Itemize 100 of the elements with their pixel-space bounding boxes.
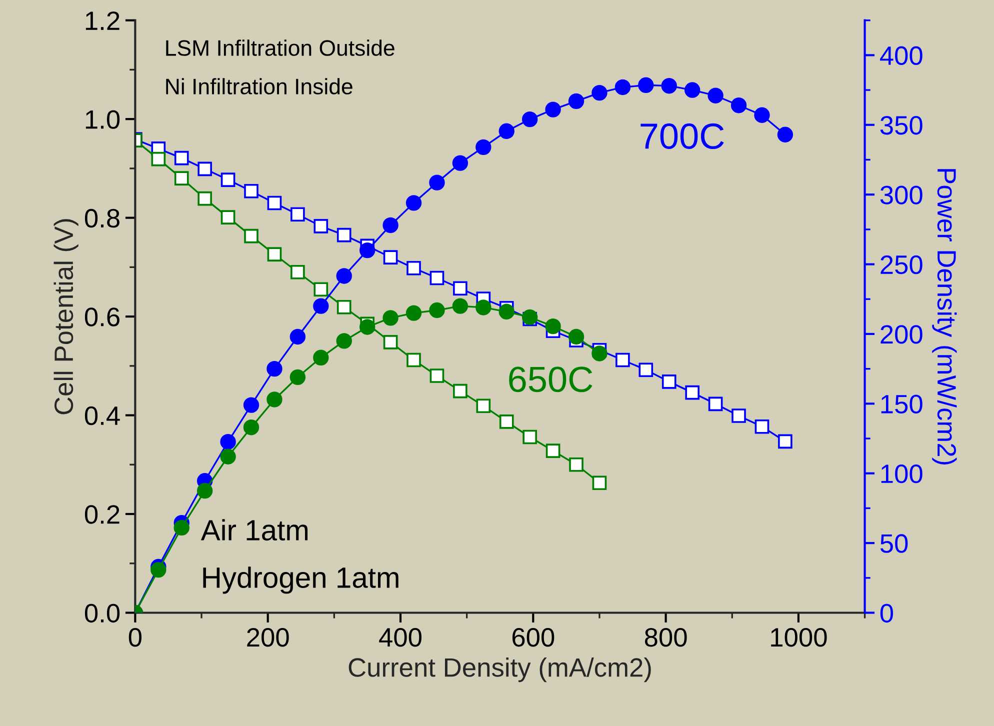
point [313, 298, 329, 314]
point [429, 174, 445, 190]
point [429, 302, 445, 318]
y-tick-label: 0.2 [84, 505, 120, 524]
point [151, 152, 166, 166]
y-tick-label: 1.2 [86, 11, 120, 30]
point [359, 242, 376, 258]
point [476, 398, 491, 414]
point [499, 414, 514, 429]
point [708, 396, 723, 412]
point [685, 385, 700, 400]
y-tick-label: 0.4 [84, 406, 120, 426]
point [406, 261, 421, 276]
annotation: LSM Infiltration Outside [166, 40, 394, 56]
point [267, 196, 282, 210]
x-tick-label: 200 [247, 628, 289, 647]
y-tick-label: 0.8 [84, 208, 120, 228]
point [661, 78, 677, 94]
annotation: Ni Infiltration Inside [166, 78, 352, 94]
point [732, 408, 746, 423]
x-tick-label: 600 [512, 628, 554, 647]
point [383, 335, 398, 350]
series-label: 650C [509, 366, 592, 392]
point [198, 191, 212, 206]
point [243, 420, 260, 436]
x-axis-title: Current Density (mA/cm2) [348, 657, 651, 682]
point [336, 228, 352, 242]
y2-tick-label: 350 [880, 116, 922, 135]
point [522, 430, 537, 444]
point [708, 88, 724, 104]
point [290, 369, 306, 386]
y2-tick-label: 400 [880, 46, 922, 65]
point [220, 172, 236, 187]
point [406, 305, 422, 321]
y-tick-label: 0.6 [84, 308, 120, 326]
point [498, 304, 514, 320]
y2-tick-label: 0 [880, 604, 894, 623]
point [592, 346, 608, 362]
point [290, 207, 305, 222]
x-tick-label: 800 [644, 628, 687, 647]
point [290, 264, 305, 280]
point [406, 195, 422, 211]
point [453, 281, 468, 296]
y-tick-label: 0.0 [84, 604, 120, 623]
point [730, 98, 747, 114]
point [616, 352, 630, 368]
point [522, 111, 538, 128]
y2-axis-title: Power Density (mW/cm2) [932, 169, 957, 464]
point [638, 77, 654, 93]
point [336, 300, 352, 314]
point [684, 82, 700, 98]
x-tick-label: 400 [379, 628, 422, 647]
y-tick-label: 1.0 [86, 110, 120, 129]
point [220, 210, 236, 224]
point [452, 298, 468, 314]
point [662, 374, 676, 389]
point [243, 397, 260, 413]
point [359, 319, 376, 335]
point [220, 434, 236, 450]
point [568, 93, 584, 110]
y2-tick-label: 200 [880, 325, 922, 344]
point [476, 139, 492, 156]
point [546, 444, 560, 458]
point [777, 126, 794, 142]
point [778, 434, 792, 449]
y2-tick-label: 100 [881, 464, 922, 484]
point [220, 448, 236, 464]
point [383, 250, 398, 264]
point [174, 171, 189, 186]
point [638, 362, 654, 378]
point [266, 360, 282, 377]
point [244, 184, 258, 198]
x-tick-label: 0 [128, 628, 142, 647]
point [754, 419, 770, 434]
point [174, 520, 190, 536]
point [452, 155, 468, 171]
point [569, 457, 584, 472]
x-tick-label: 1000 [771, 628, 827, 647]
y2-tick-label: 300 [880, 186, 922, 204]
point [267, 247, 282, 262]
point [382, 217, 398, 234]
point [568, 328, 584, 345]
point [382, 310, 398, 326]
series-label: 700C [640, 123, 724, 150]
point [430, 368, 444, 383]
point [754, 107, 770, 123]
point [430, 270, 444, 286]
point [592, 476, 607, 490]
annotation: Hydrogen 1atm [203, 566, 398, 594]
point [545, 102, 561, 118]
point [336, 333, 352, 349]
point [290, 328, 306, 345]
y-axis-title: Cell Potential (V) [54, 219, 78, 414]
point [198, 162, 212, 176]
point [498, 123, 514, 139]
y2-tick-label: 250 [880, 255, 922, 274]
point [545, 318, 561, 334]
point [244, 228, 258, 244]
point [314, 282, 328, 297]
point [406, 352, 421, 368]
